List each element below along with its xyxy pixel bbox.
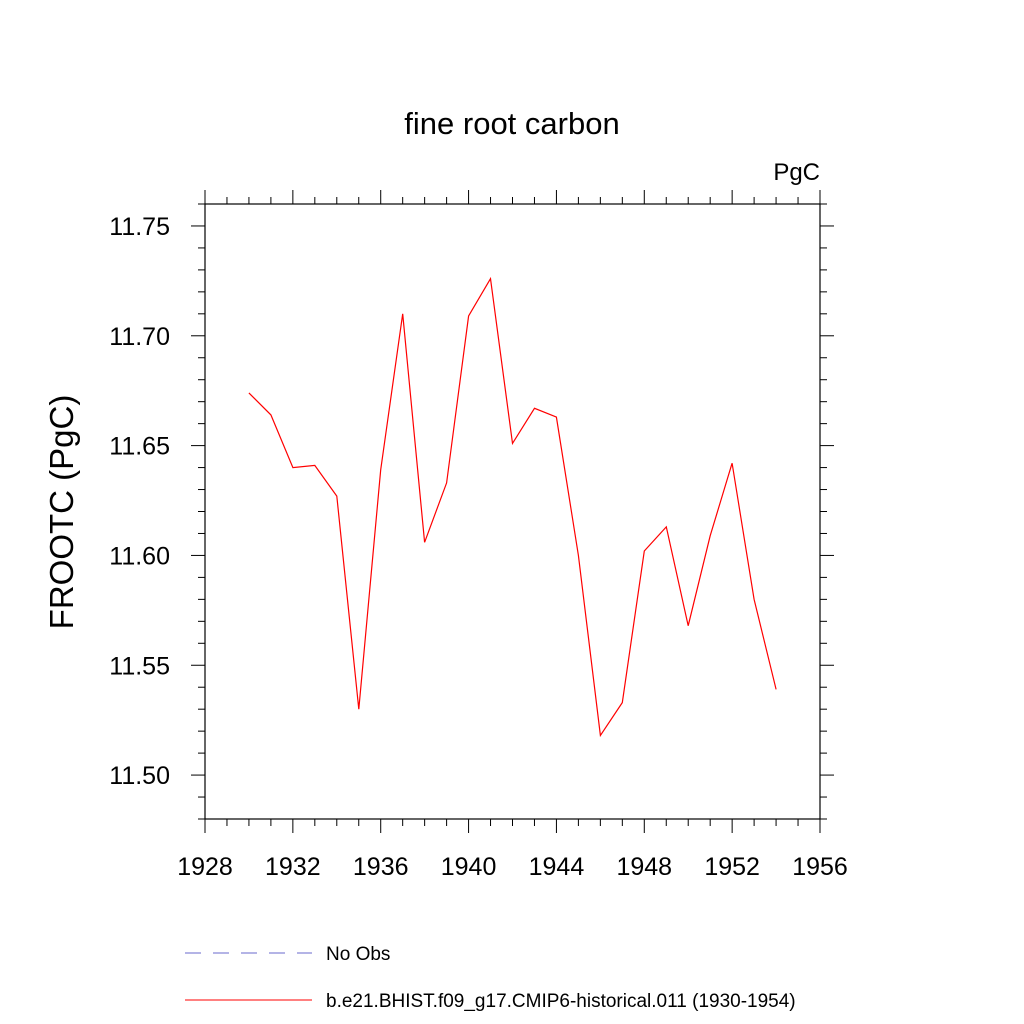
- legend-label: b.e21.BHIST.f09_g17.CMIP6-historical.011…: [326, 991, 796, 1012]
- x-tick-label: 1940: [441, 853, 497, 881]
- y-tick-label: 11.65: [109, 433, 170, 461]
- chart-title: fine root carbon: [404, 106, 619, 141]
- x-tick-label: 1952: [704, 853, 760, 881]
- plot-frame: [204, 203, 821, 820]
- x-tick-label: 1956: [792, 853, 848, 881]
- x-tick-label: 1944: [529, 853, 585, 881]
- x-tick-label: 1932: [265, 853, 321, 881]
- y-tick-label: 11.50: [109, 762, 170, 790]
- y-axis-title: FROOTC (PgC): [43, 395, 80, 630]
- y-tick-label: 11.60: [109, 542, 170, 570]
- legend: No Obs b.e21.BHIST.f09_g17.CMIP6-historic…: [185, 944, 796, 1012]
- y-tick-label: 11.70: [109, 323, 170, 351]
- x-tick-label: 1928: [177, 853, 233, 881]
- tick-labels: 1928 1932 1936 1940 1944 1948 1952 1956 11.50 11.…: [109, 213, 848, 881]
- axis-ticks: [191, 190, 834, 833]
- series-layer: [248, 276, 777, 738]
- x-tick-label: 1948: [616, 853, 672, 881]
- y-tick-label: 11.75: [109, 213, 170, 241]
- legend-label: No Obs: [326, 944, 390, 965]
- x-tick-label: 1936: [353, 853, 409, 881]
- units-label: PgC: [773, 159, 820, 186]
- y-tick-label: 11.55: [109, 652, 170, 680]
- series-line: [248, 276, 777, 738]
